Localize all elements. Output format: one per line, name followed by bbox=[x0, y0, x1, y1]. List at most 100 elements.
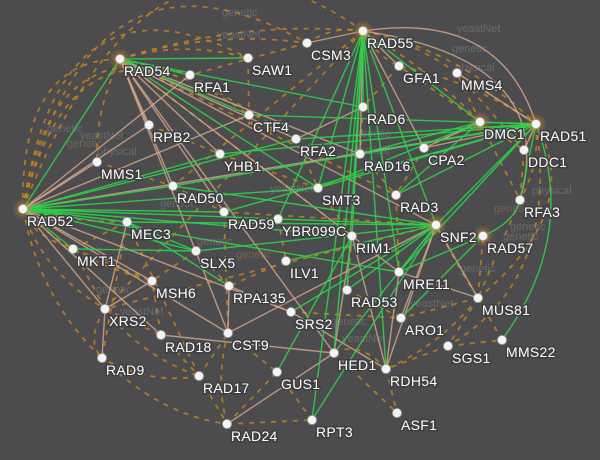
edge-RIM1-RDH54[interactable] bbox=[351, 235, 387, 370]
edge-RAD18-HED1[interactable] bbox=[160, 334, 335, 354]
node-SAW1[interactable] bbox=[243, 53, 253, 63]
edge-RAD52-CTF4[interactable] bbox=[22, 68, 250, 210]
edge-RAD52-SRS2[interactable] bbox=[22, 208, 292, 313]
edge-RAD57-MRE11[interactable] bbox=[398, 235, 484, 273]
edge-SNF2-MEC3[interactable] bbox=[126, 221, 437, 226]
node-GFA1[interactable] bbox=[394, 61, 404, 71]
node-ARO1[interactable] bbox=[396, 313, 406, 323]
edge-SNF2-ILV1[interactable] bbox=[285, 224, 437, 262]
edge-RAD55-DMC1[interactable] bbox=[362, 30, 481, 123]
edge-MUS81-ARO1[interactable] bbox=[400, 297, 479, 319]
edge-SNF2-SLX5[interactable] bbox=[195, 224, 437, 252]
edge-MRE11-RDH54[interactable] bbox=[385, 271, 400, 370]
edge-RAD3-MRE11[interactable] bbox=[395, 194, 400, 273]
node-SRS2[interactable] bbox=[286, 307, 296, 317]
edge-CPA2-RAD3[interactable] bbox=[395, 147, 425, 196]
edge-XRS2-MSH6[interactable] bbox=[104, 280, 153, 310]
node-RPB2[interactable] bbox=[144, 120, 154, 130]
edge-RAD52-SAW1[interactable] bbox=[22, 29, 249, 210]
edge-DMC1-SMT3[interactable] bbox=[317, 121, 481, 189]
edge-RAD51-MMS4[interactable] bbox=[456, 72, 537, 125]
edge-SNF2-RAD53[interactable] bbox=[346, 224, 437, 291]
edge-RAD51-SGS1[interactable] bbox=[447, 123, 542, 347]
edge-RAD55-RAD51[interactable] bbox=[362, 30, 537, 125]
edge-RAD52-MRE11[interactable] bbox=[22, 208, 400, 273]
node-DDC1[interactable] bbox=[519, 145, 529, 155]
edge-RAD52-RAD18[interactable] bbox=[22, 208, 162, 336]
node-RAD59[interactable] bbox=[219, 207, 229, 217]
edge-RAD16-RAD3[interactable] bbox=[359, 153, 397, 196]
node-HED1[interactable] bbox=[329, 348, 339, 358]
node-RAD18[interactable] bbox=[156, 330, 166, 340]
edge-RAD51-GFA1[interactable] bbox=[398, 65, 537, 125]
edge-RAD52-RAD50[interactable] bbox=[22, 185, 174, 210]
edge-RAD55-RAD51[interactable] bbox=[362, 27, 537, 125]
node-RAD3[interactable] bbox=[391, 190, 401, 200]
edge-YBR099C-ILV1[interactable] bbox=[277, 218, 287, 262]
edge-RAD52-YHB1[interactable] bbox=[22, 153, 221, 210]
edge-RAD59-CST9[interactable] bbox=[223, 211, 229, 334]
edge-RFA3-MUS81[interactable] bbox=[477, 199, 521, 299]
node-GUS1[interactable] bbox=[272, 367, 282, 377]
edge-RAD50-RAD59[interactable] bbox=[172, 185, 225, 213]
node-SGS1[interactable] bbox=[443, 341, 453, 351]
edge-RAD54-YHB1[interactable] bbox=[119, 58, 221, 155]
edge-RAD52-RAD54[interactable] bbox=[22, 58, 121, 210]
edge-RAD18-MSH6[interactable] bbox=[151, 280, 162, 336]
edge-MKT1-SLX5[interactable] bbox=[72, 248, 197, 252]
edge-SRS2-RDH54[interactable] bbox=[290, 311, 387, 370]
edge-RAD51-RAD16[interactable] bbox=[359, 123, 537, 155]
node-RAD50[interactable] bbox=[168, 181, 178, 191]
node-MMS22[interactable] bbox=[497, 335, 507, 345]
edge-SNF2-HED1[interactable] bbox=[333, 224, 437, 354]
edge-RAD52-RFA1[interactable] bbox=[22, 74, 191, 210]
edge-RAD54-HED1[interactable] bbox=[119, 58, 335, 354]
edge-RAD55-MRE11[interactable] bbox=[362, 30, 400, 273]
edge-RAD55-RAD53[interactable] bbox=[346, 30, 364, 291]
edge-SAW1-CTF4[interactable] bbox=[247, 57, 250, 116]
edge-RFA1-RFA2[interactable] bbox=[189, 74, 297, 140]
edge-RAD52-CTF4[interactable] bbox=[22, 114, 250, 210]
node-RAD17[interactable] bbox=[194, 371, 204, 381]
node-CPA2[interactable] bbox=[419, 143, 429, 153]
node-RAD53[interactable] bbox=[342, 285, 352, 295]
edge-SNF2-RAD50[interactable] bbox=[172, 185, 437, 226]
edge-DDC1-RFA3[interactable] bbox=[519, 149, 525, 201]
node-MMS4[interactable] bbox=[452, 68, 462, 78]
edge-GUS1-RIM1[interactable] bbox=[276, 235, 353, 373]
edge-SNF2-RAD59[interactable] bbox=[223, 211, 437, 226]
node-SNF2[interactable] bbox=[431, 220, 441, 230]
edge-RAD52-MEC3[interactable] bbox=[22, 208, 128, 223]
edge-RAD55-RDH54[interactable] bbox=[362, 30, 387, 370]
node-YBR099C[interactable] bbox=[273, 214, 283, 224]
edge-DMC1-RAD16[interactable] bbox=[359, 121, 481, 155]
node-RAD57[interactable] bbox=[478, 231, 488, 241]
edge-RAD55-YBR099C[interactable] bbox=[277, 30, 364, 220]
edge-RAD54-RAD59[interactable] bbox=[119, 58, 225, 213]
node-RFA3[interactable] bbox=[515, 195, 525, 205]
edge-RAD6-RAD16[interactable] bbox=[359, 106, 364, 155]
edge-SNF2-RPT3[interactable] bbox=[311, 224, 437, 421]
edge-RAD54-SAW1[interactable] bbox=[119, 57, 249, 60]
edge-RAD52-SLX5[interactable] bbox=[22, 208, 197, 252]
edge-RAD17-CST9[interactable] bbox=[198, 332, 229, 377]
edge-MMS1-RAD50[interactable] bbox=[96, 161, 174, 187]
edge-RAD55-SNF2[interactable] bbox=[362, 30, 437, 226]
node-RAD52[interactable] bbox=[18, 204, 28, 214]
edge-RAD17-RAD24[interactable] bbox=[198, 375, 228, 425]
edge-SNF2-XRS2[interactable] bbox=[104, 224, 437, 310]
edge-RAD55-SMT3[interactable] bbox=[317, 30, 364, 189]
edge-RAD51-RFA2[interactable] bbox=[295, 123, 537, 140]
node-XRS2[interactable] bbox=[100, 304, 110, 314]
edge-XRS2-RAD9[interactable] bbox=[101, 308, 106, 359]
node-ASF1[interactable] bbox=[392, 408, 402, 418]
edge-MRE11-MUS81[interactable] bbox=[398, 271, 479, 299]
edge-RAD18-RAD17[interactable] bbox=[160, 334, 200, 377]
edge-RAD52-CST9[interactable] bbox=[22, 208, 229, 334]
edge-RAD52-RAD54[interactable] bbox=[22, 58, 121, 210]
edge-RAD54-RAD55[interactable] bbox=[119, 27, 364, 60]
edge-DMC1-MMS4[interactable] bbox=[456, 72, 481, 123]
edge-RAD52-YBR099C[interactable] bbox=[22, 208, 279, 220]
edge-DMC1-RAD3[interactable] bbox=[395, 121, 481, 196]
node-MSH6[interactable] bbox=[147, 276, 157, 286]
